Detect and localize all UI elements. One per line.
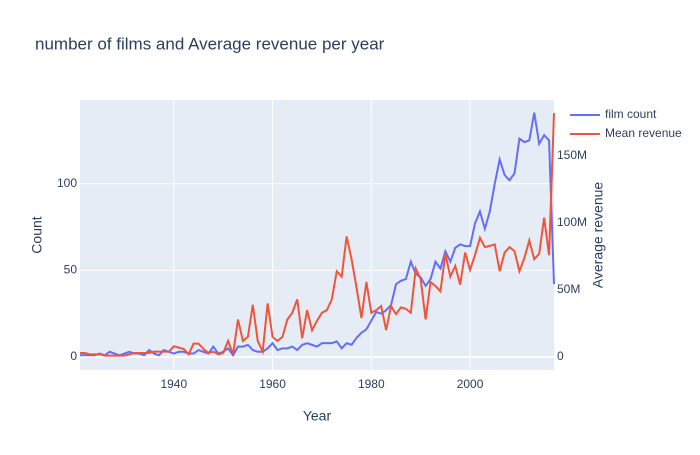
y2-tick-label: 0 <box>557 349 564 363</box>
x-tick-label: 1980 <box>358 377 385 391</box>
series-line <box>80 113 555 357</box>
y2-tick-label: 100M <box>557 215 587 229</box>
x-tick-label: 1960 <box>259 377 286 391</box>
y-tick-label: 0 <box>70 349 77 363</box>
y2-tick-label: 150M <box>557 148 587 162</box>
chart-title: number of films and Average revenue per … <box>35 34 385 53</box>
x-tick-label: 1940 <box>160 377 187 391</box>
y2-tick-label: 50M <box>557 282 580 296</box>
legend-label: film count <box>605 107 657 121</box>
y-tick-label: 100 <box>57 176 77 190</box>
y-axis-title: Count <box>29 216 45 253</box>
x-axis-title: Year <box>303 408 332 424</box>
plot-area <box>80 100 554 370</box>
x-tick-label: 2000 <box>457 377 484 391</box>
legend-label: Mean revenue <box>605 126 682 140</box>
y-tick-label: 50 <box>64 263 78 277</box>
series-line <box>80 112 555 358</box>
y2-axis-title: Average revenue <box>590 182 606 289</box>
